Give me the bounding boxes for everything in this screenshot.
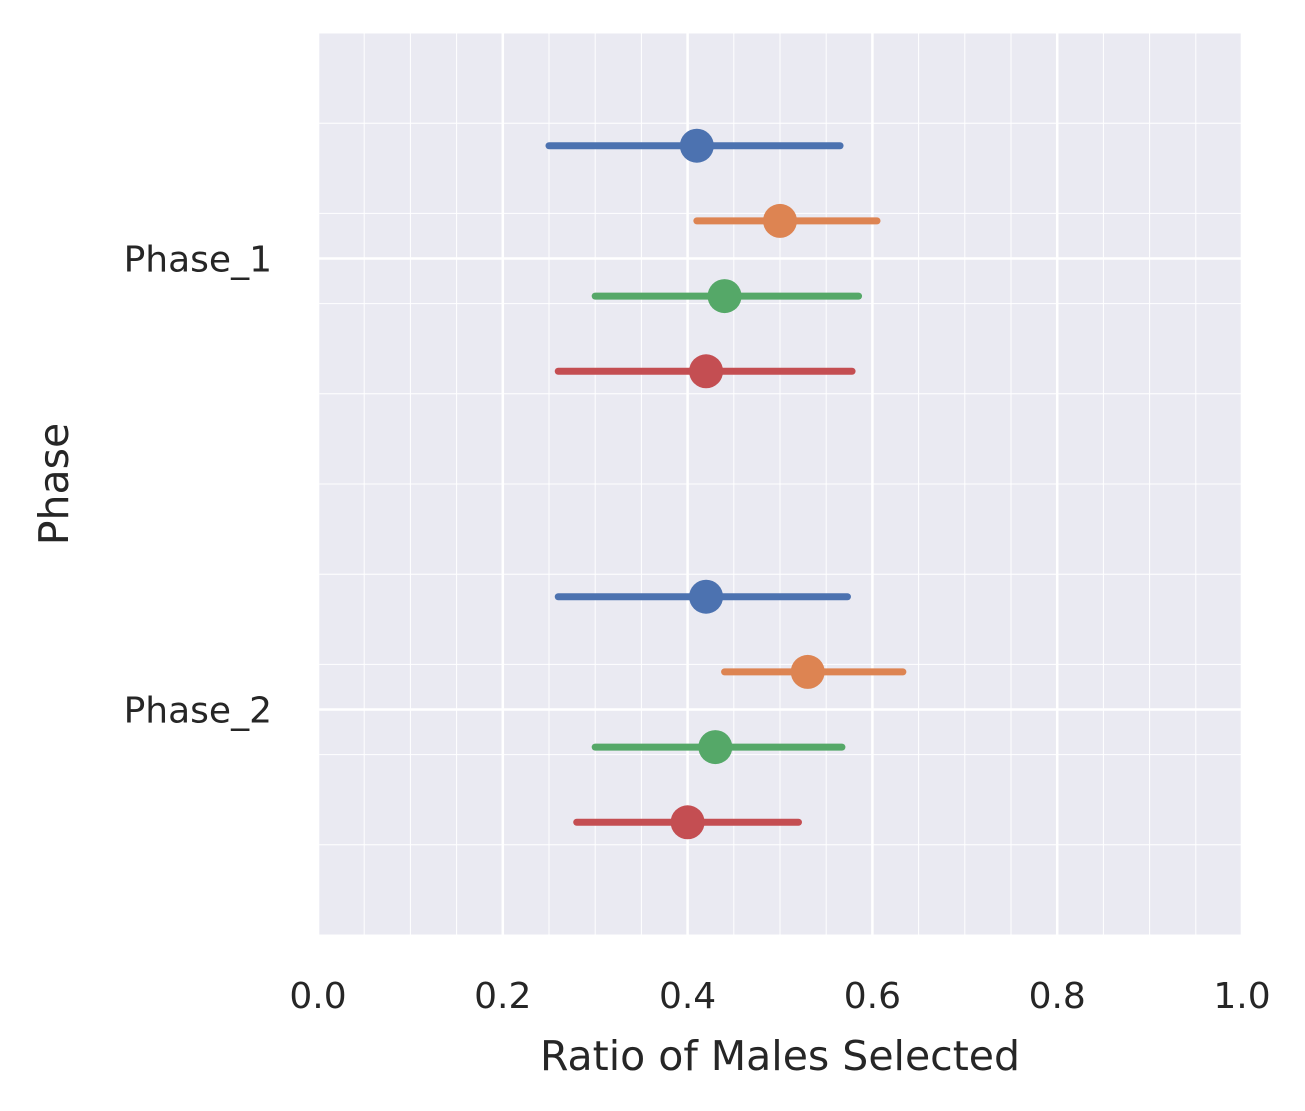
x-tick-label: 0.4 (659, 976, 716, 1017)
x-tick-label: 0.6 (844, 976, 901, 1017)
estimate-point (679, 128, 714, 163)
x-axis-label: Ratio of Males Selected (540, 1032, 1020, 1080)
estimate-point (763, 203, 797, 238)
y-tick-labels: Phase_1 Phase_2 (124, 240, 272, 732)
estimate-point (707, 279, 742, 314)
estimate-point (790, 654, 825, 689)
x-tick-labels: 0.0 0.2 0.4 0.6 0.8 1.0 (289, 976, 1270, 1017)
x-tick-label: 0.0 (289, 976, 346, 1017)
y-tick-label: Phase_1 (124, 240, 272, 281)
grid (316, 32, 1244, 936)
x-tick-label: 0.2 (474, 976, 531, 1017)
estimate-point (689, 354, 724, 389)
y-axis-label: Phase (30, 423, 78, 545)
y-tick-label: Phase_2 (124, 691, 272, 732)
x-tick-label: 1.0 (1213, 976, 1270, 1017)
data-marks (545, 128, 907, 840)
estimate-point (670, 805, 705, 840)
estimate-point (698, 730, 733, 765)
estimate-point (689, 579, 724, 614)
x-tick-label: 0.8 (1029, 976, 1086, 1017)
